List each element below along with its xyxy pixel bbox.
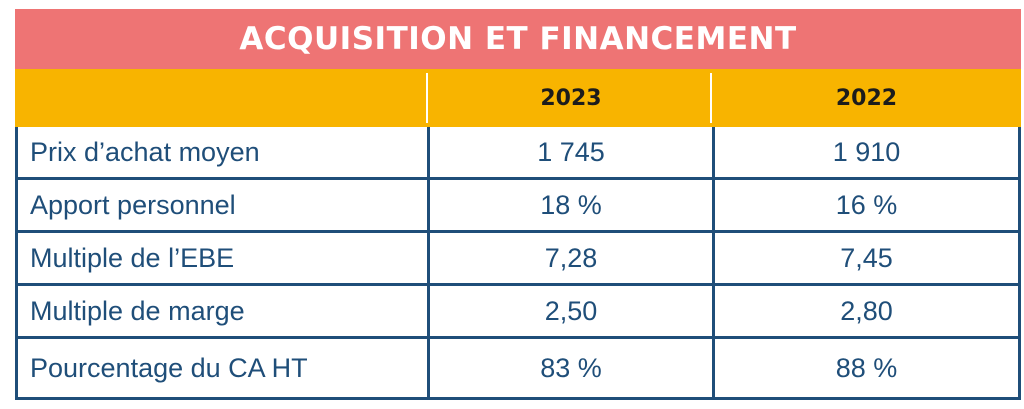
row-label: Multiple de l’EBE [30,242,235,273]
cell-2023: 83 % [540,352,602,383]
table-row: Multiple de l’EBE 7,28 7,45 [18,233,1018,286]
row-label: Apport personnel [30,189,236,220]
column-divider [427,127,430,400]
table-row: Apport personnel 18 % 16 % [18,180,1018,233]
table-row: Multiple de marge 2,50 2,80 [18,286,1018,339]
cell-2023: 7,28 [544,242,598,273]
row-label: Pourcentage du CA HT [30,352,308,383]
cell-2023: 18 % [540,189,602,220]
table-title-bar: ACQUISITION ET FINANCEMENT [15,9,1021,69]
table-header: 2023 2022 [15,69,1021,127]
header-divider [426,73,428,123]
table-title: ACQUISITION ET FINANCEMENT [239,21,797,57]
header-divider [710,73,712,123]
row-label: Prix d’achat moyen [30,136,260,167]
column-header-2022: 2022 [835,85,898,111]
table-row: Prix d’achat moyen 1 745 1 910 [18,127,1018,180]
cell-2022: 7,45 [840,242,893,273]
column-divider [712,127,715,400]
table-row: Pourcentage du CA HT 83 % 88 % [18,339,1018,397]
table-body: Prix d’achat moyen 1 745 1 910 Apport pe… [15,127,1021,400]
cell-2022: 16 % [835,189,898,220]
row-label: Multiple de marge [30,295,245,326]
cell-2022: 1 910 [832,136,901,167]
cell-2022: 2,80 [840,295,893,326]
cell-2023: 2,50 [544,295,598,326]
cell-2023: 1 745 [537,136,605,167]
column-header-2023: 2023 [540,85,602,111]
cell-2022: 88 % [835,352,898,383]
